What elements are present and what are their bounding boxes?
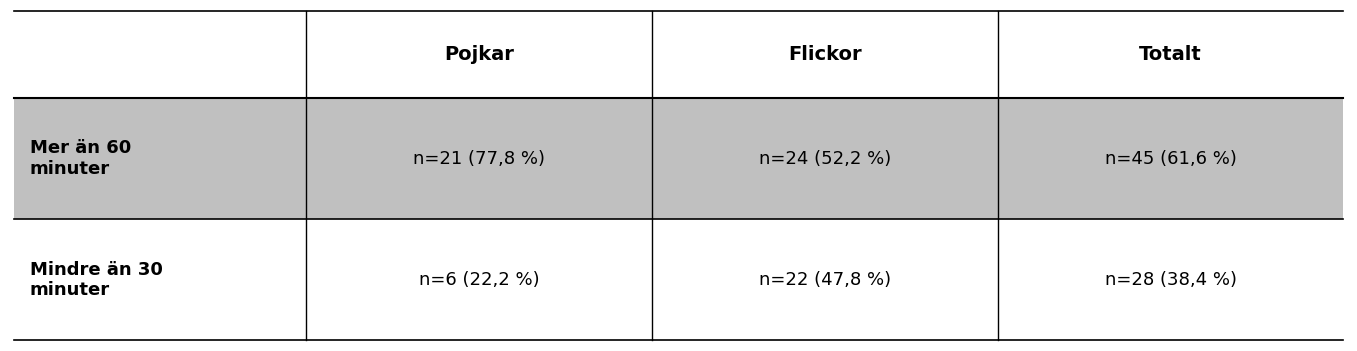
Text: Totalt: Totalt: [1139, 45, 1202, 64]
Bar: [14, 98, 1343, 219]
Text: Mindre än 30
minuter: Mindre än 30 minuter: [30, 260, 163, 299]
Bar: [14, 11, 1343, 98]
Text: n=21 (77,8 %): n=21 (77,8 %): [413, 150, 546, 168]
Text: n=24 (52,2 %): n=24 (52,2 %): [759, 150, 892, 168]
Text: n=6 (22,2 %): n=6 (22,2 %): [419, 271, 539, 289]
Text: Pojkar: Pojkar: [444, 45, 514, 64]
Text: n=45 (61,6 %): n=45 (61,6 %): [1105, 150, 1236, 168]
Text: n=28 (38,4 %): n=28 (38,4 %): [1105, 271, 1236, 289]
Bar: [14, 219, 1343, 340]
Text: n=22 (47,8 %): n=22 (47,8 %): [759, 271, 890, 289]
Text: Mer än 60
minuter: Mer än 60 minuter: [30, 139, 132, 178]
Text: Flickor: Flickor: [788, 45, 862, 64]
